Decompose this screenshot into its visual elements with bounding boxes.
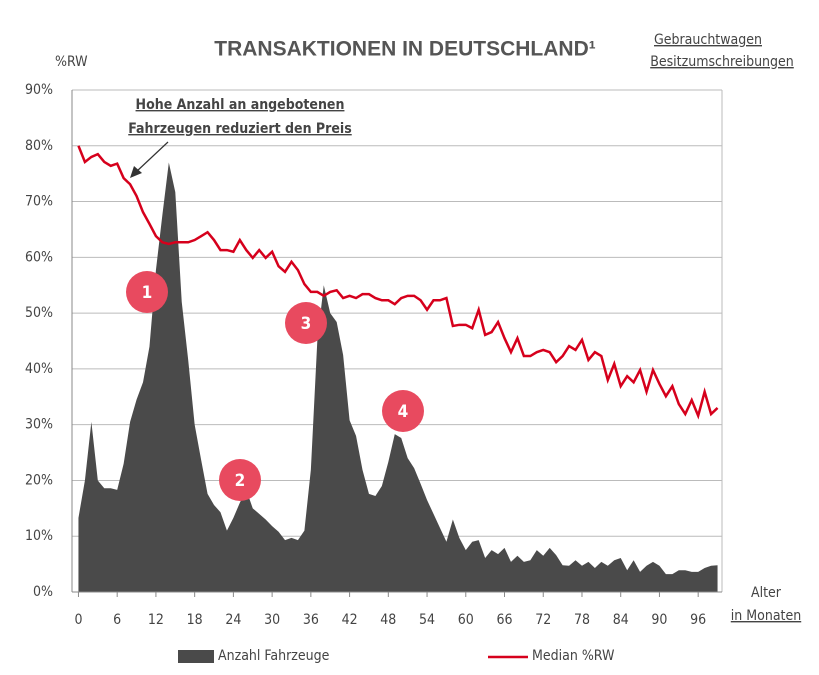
x-tick-label: 24 [225,612,241,628]
annotation-arrow [135,141,169,173]
badge-label: 4 [398,402,409,422]
y-tick-label: 10% [25,528,53,544]
area [78,162,718,592]
badge-label: 2 [235,471,246,491]
y-axis-label: %RW [55,54,88,70]
x-tick-label: 78 [574,612,590,628]
y-tick-label: 0% [33,584,53,600]
y-tick-label: 30% [25,417,53,433]
legend-swatch [178,650,214,663]
line [77,145,719,420]
badge [126,271,168,313]
x-tick-label: 84 [613,612,629,628]
legend-label: Anzahl Fahrzeuge [218,648,330,664]
x-tick-label: 66 [496,612,512,628]
y-tick-label: 90% [25,82,53,98]
y-tick-label: 70% [25,194,53,210]
arrow-head [130,166,142,178]
x-tick-label: 96 [690,612,706,628]
x-tick-label: 72 [535,612,551,628]
y-tick-label: 40% [25,361,53,377]
x-tick-label: 48 [380,612,396,628]
x-tick-label: 6 [113,612,121,628]
x-tick-label: 36 [303,612,319,628]
annotation: Hohe Anzahl an angebotenen [136,97,345,113]
x-tick-label: 54 [419,612,435,628]
badge-label: 1 [142,283,153,303]
subtitle: Besitzumschreibungen [650,54,794,70]
badge-label: 3 [301,314,312,334]
x-tick-label: 42 [342,612,358,628]
badge [285,302,327,344]
legend-label: Median %RW [532,648,615,664]
badge [382,390,424,432]
x-tick-label: 90 [651,612,667,628]
y-tick-label: 80% [25,138,53,154]
x-tick-label: 60 [458,612,474,628]
x-tick-label: 12 [148,612,164,628]
x-tick-label: 30 [264,612,280,628]
chart-title: TRANSAKTIONEN IN DEUTSCHLAND¹ [214,38,596,61]
x-tick-label: 0 [74,612,82,628]
y-tick-label: 20% [25,472,53,488]
y-tick-label: 60% [25,249,53,265]
y-tick-label: 50% [25,305,53,321]
badge [219,459,261,501]
annotation: Fahrzeugen reduziert den Preis [128,121,351,137]
x-axis-label: Alter [751,585,782,601]
x-axis-label: in Monaten [731,608,801,624]
subtitle: Gebrauchtwagen [654,32,762,48]
x-tick-label: 18 [187,612,203,628]
